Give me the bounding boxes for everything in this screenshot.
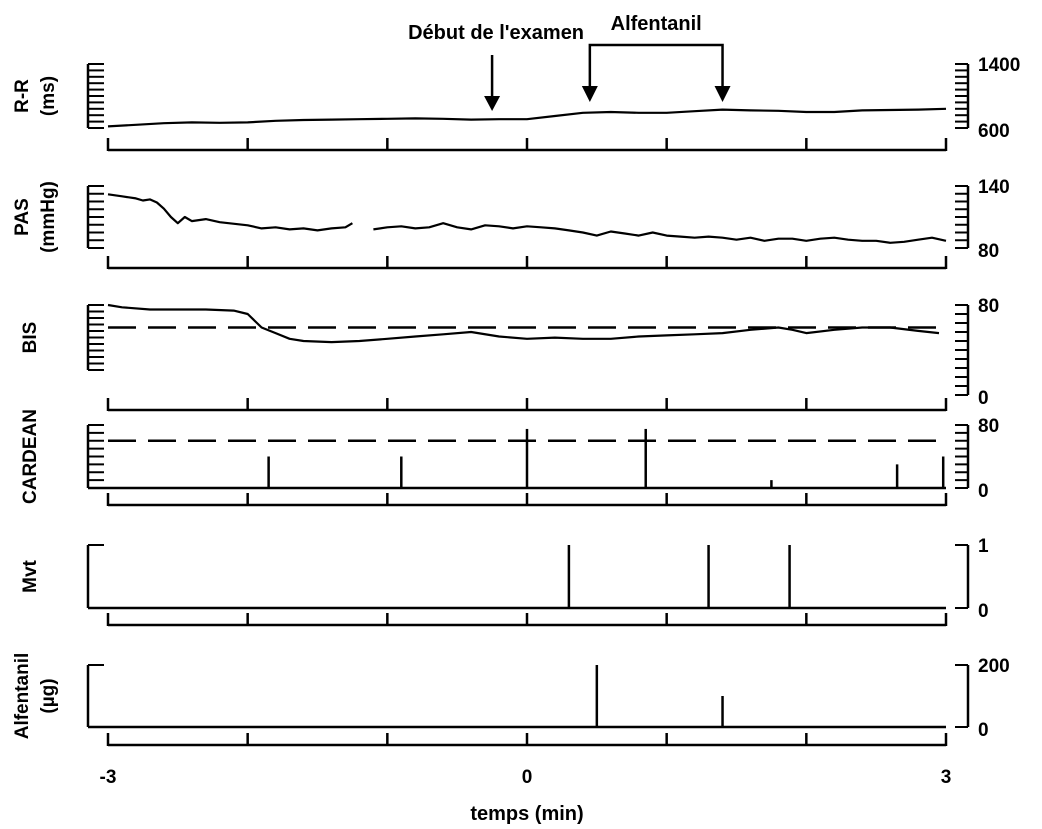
annotations-group: Début de l'examen Alfentanil: [408, 13, 731, 111]
y-tick-label-bottom: 0: [978, 388, 989, 409]
panel-bis: 80 0 BIS: [20, 296, 999, 412]
series-line-pas-0: [107, 193, 353, 232]
panel-mvt: 1 0 Mvt: [20, 536, 989, 627]
start-exam-label: Début de l'examen: [408, 22, 584, 44]
series-line-bis-0: [107, 303, 940, 344]
y-axis-label: BIS: [20, 322, 41, 354]
y-axis-label-line: BIS: [20, 322, 41, 354]
y-axis-label-line: (ms): [38, 76, 59, 116]
y-tick-label-bottom: 0: [978, 720, 989, 741]
series-line-rr-0: [107, 107, 947, 128]
y-tick-label-top: 80: [978, 296, 999, 317]
alfentanil-arrow-head-start: [581, 86, 598, 102]
y-tick-label-bottom: 0: [978, 481, 989, 502]
y-axis-label: R-R (ms): [12, 76, 59, 116]
alfentanil-label: Alfentanil: [611, 13, 702, 35]
alfentanil-bracket: [588, 43, 724, 88]
y-tick-label-top: 1400: [978, 55, 1020, 76]
y-axis-label: Alfentanil (µg): [12, 653, 59, 740]
start-exam-arrow-head: [484, 96, 501, 111]
y-axis-label-line: R-R: [12, 79, 33, 113]
panel-alfentanil: 200 0 Alfentanil (µg): [12, 653, 1010, 747]
y-axis-label-line: Alfentanil: [12, 653, 33, 740]
y-axis-label: CARDEAN: [20, 409, 41, 504]
panel-rr: 1400 600 R-R (ms): [12, 55, 1020, 152]
y-axis-label-line: (µg): [38, 678, 59, 713]
y-tick-label-top: 1: [978, 536, 989, 557]
y-axis-label-line: (mmHg): [38, 181, 59, 253]
x-tick-label: 0: [522, 767, 533, 788]
y-axis-label-line: PAS: [12, 198, 33, 236]
x-axis-title: temps (min): [470, 803, 583, 825]
y-tick-label-top: 140: [978, 177, 1010, 198]
y-tick-label-bottom: 80: [978, 241, 999, 262]
x-axis-labels: -3 0 3 temps (min): [100, 767, 952, 825]
y-axis-label-line: CARDEAN: [20, 409, 41, 504]
panel-cardean: 80 0 CARDEAN: [20, 409, 999, 507]
x-tick-label: 3: [941, 767, 952, 788]
y-tick-label-bottom: 0: [978, 601, 989, 622]
y-tick-label-top: 80: [978, 416, 999, 437]
panels-group: 1400 600 R-R (ms) 140 80 PAS (mmHg) 80 0 BIS 80 0 CAR…: [12, 55, 1020, 747]
y-axis-label: Mvt: [20, 559, 41, 592]
x-tick-label: -3: [100, 767, 117, 788]
y-tick-label-bottom: 600: [978, 121, 1010, 142]
y-axis-label-line: Mvt: [20, 559, 41, 592]
series-line-pas-1: [373, 222, 947, 244]
alfentanil-arrow-head-end: [714, 86, 731, 102]
y-axis-label: PAS (mmHg): [12, 181, 59, 253]
y-tick-label-top: 200: [978, 656, 1010, 677]
panel-pas: 140 80 PAS (mmHg): [12, 177, 1010, 270]
